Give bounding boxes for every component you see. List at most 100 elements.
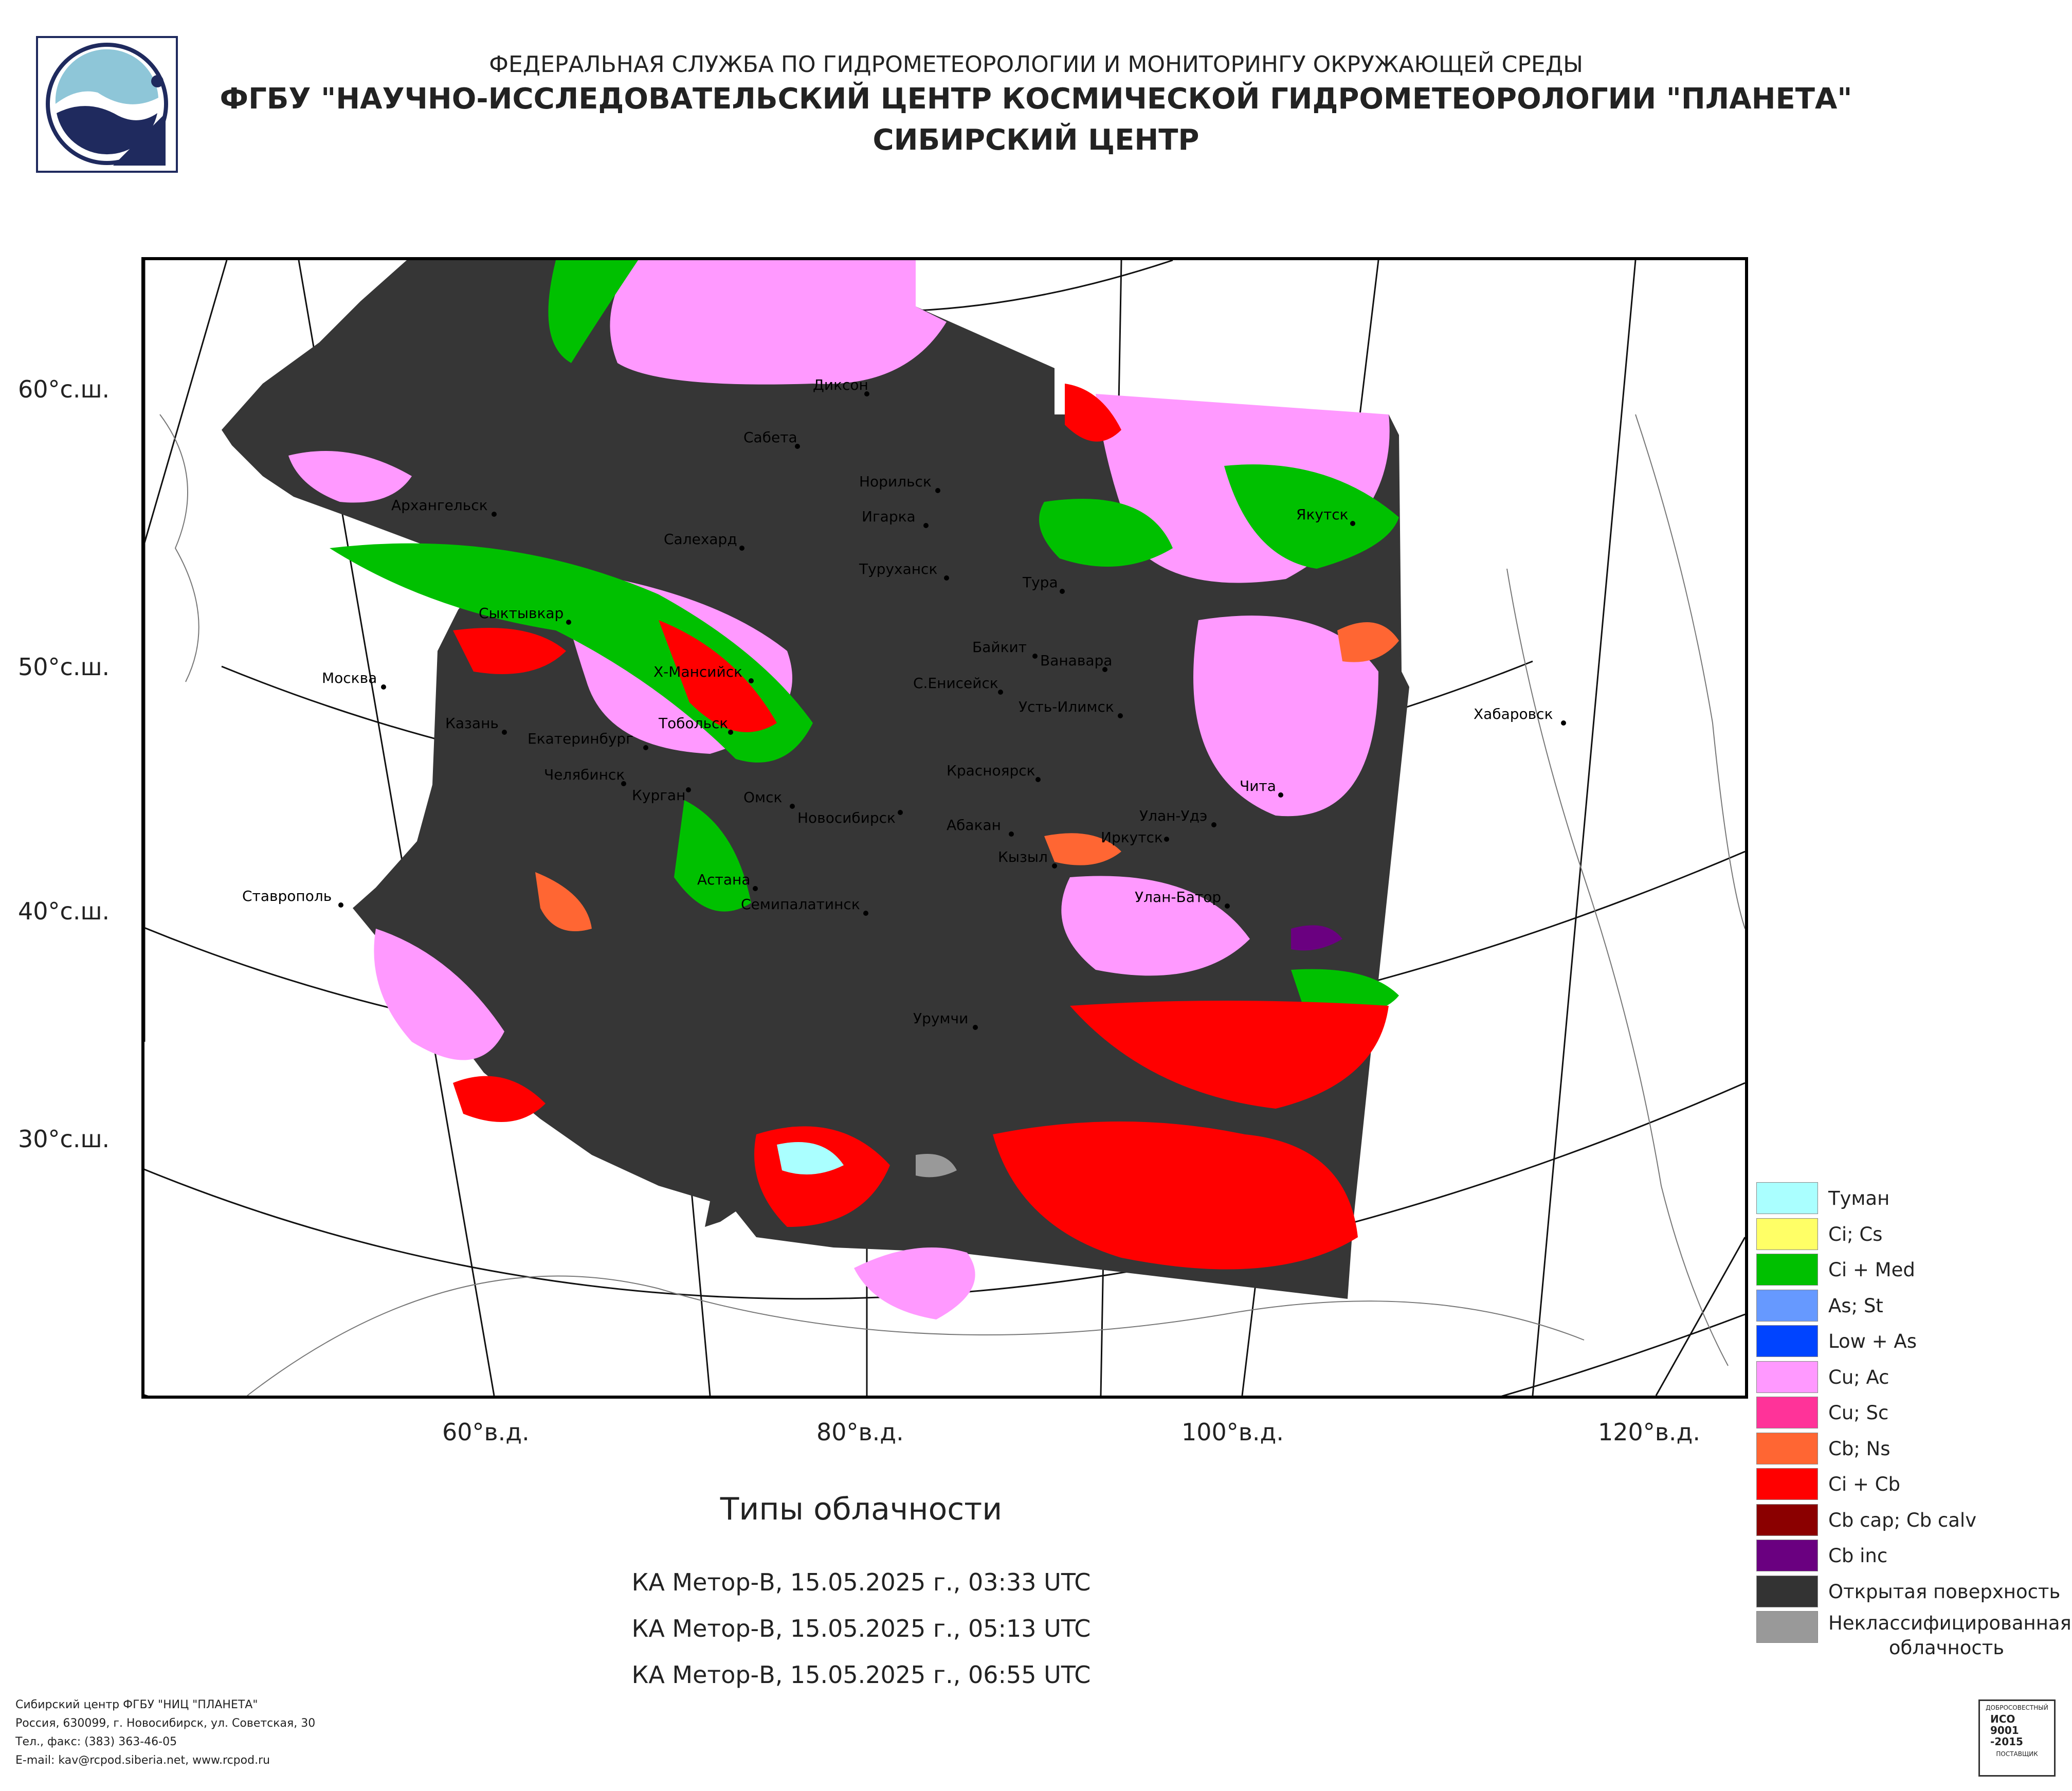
region-cu-ac-1 (610, 260, 947, 385)
svg-text:Хабаровск: Хабаровск (1474, 705, 1553, 722)
city-krasnoyarsk: Красноярск (947, 762, 1041, 782)
svg-text:Иркутск: Иркутск (1101, 829, 1163, 846)
svg-text:Курган: Курган (632, 787, 685, 804)
legend-label: Low + As (1828, 1330, 1917, 1352)
region-cb-inc (1291, 925, 1342, 951)
svg-text:Туруханск: Туруханск (859, 560, 937, 577)
lat-label-60: 60°с.ш. (18, 375, 110, 403)
city-ulan-ude: Улан-Удэ (1139, 807, 1216, 827)
legend-label: As; St (1828, 1294, 1883, 1317)
city-markers: Диксон Сабета Норильск Игарка Архангельс… (242, 376, 1566, 1030)
footer-address: Россия, 630099, г. Новосибирск, ул. Сове… (15, 1717, 316, 1730)
region-cu-ac-5 (288, 451, 412, 503)
city-tobolsk: Тобольск (658, 715, 733, 735)
planeta-logo (36, 36, 178, 173)
legend-label: Ci; Cs (1828, 1223, 1883, 1245)
legend-swatch (1756, 1254, 1818, 1286)
city-salekhard: Салехард (664, 531, 744, 551)
footer-phone: Тел., факс: (383) 363-46-05 (15, 1735, 177, 1748)
svg-text:Салехард: Салехард (664, 531, 737, 548)
iso-l2: 9001 (1990, 1724, 2019, 1736)
coastline-pacific (1635, 414, 1745, 929)
svg-text:Абакан: Абакан (947, 817, 1001, 834)
legend-swatch (1756, 1540, 1818, 1571)
legend-label: Cb inc (1828, 1545, 1888, 1567)
city-kazan: Казань (445, 715, 507, 735)
legend-label: Cb; Ns (1828, 1437, 1891, 1460)
region-ci-med-1 (548, 260, 638, 363)
city-arkhangelsk: Архангельск (391, 497, 497, 517)
legend-swatch (1756, 1575, 1818, 1607)
product-title: Типы облачности (720, 1491, 1003, 1527)
legend-swatch (1756, 1218, 1818, 1250)
coastline-west (159, 414, 199, 682)
city-moscow: Москва (322, 670, 386, 690)
cloud-type-map: Диксон Сабета Норильск Игарка Архангельс… (141, 257, 1748, 1399)
city-sabeta: Сабета (743, 429, 800, 449)
city-novosibirsk: Новосибирск (797, 809, 903, 826)
city-chita: Чита (1240, 777, 1283, 798)
legend-swatch (1756, 1361, 1818, 1393)
svg-text:Тобольск: Тобольск (658, 715, 728, 732)
city-semipalatinsk: Семипалатинск (741, 896, 868, 916)
region-cb-ns-2 (1337, 622, 1399, 662)
city-baykit: Байкит (972, 639, 1038, 659)
svg-text:Архангельск: Архангельск (391, 497, 488, 514)
iso-top: ДОБРОСОВЕСТНЫЙ (1986, 1704, 2048, 1711)
svg-text:Ставрополь: Ставрополь (242, 888, 332, 904)
svg-text:Астана: Астана (697, 871, 750, 888)
svg-text:Тура: Тура (1022, 574, 1058, 591)
legend-item-cu-sc: Cu; Sc (1756, 1395, 2065, 1431)
region-fog (777, 1142, 844, 1174)
city-dikson: Диксон (813, 376, 869, 396)
city-kyzyl: Кызыл (998, 848, 1057, 869)
footer-email: E-mail: kav@rcpod.siberia.net, www.rcpod… (15, 1754, 270, 1767)
legend-swatch (1756, 1325, 1818, 1357)
legend-label: Туман (1828, 1187, 1890, 1209)
svg-text:Семипалатинск: Семипалатинск (741, 896, 860, 913)
region-cb-ns-3 (535, 872, 592, 931)
legend-swatch (1756, 1504, 1818, 1536)
svg-text:Х-Мансийск: Х-Мансийск (653, 663, 742, 680)
coastline-east (1506, 568, 1729, 1366)
map-canvas: Диксон Сабета Норильск Игарка Архангельс… (144, 260, 1745, 1396)
legend-item-fog: Туман (1756, 1180, 2065, 1216)
city-chelyabinsk: Челябинск (544, 766, 626, 786)
iso-l1: ИСО (1990, 1713, 2015, 1725)
lat-label-50: 50°с.ш. (18, 653, 110, 681)
city-ulan-bator: Улан-Батор (1135, 889, 1230, 909)
region-ci-med-3 (1224, 464, 1399, 569)
svg-text:Диксон: Диксон (813, 376, 868, 393)
legend-label: Cb cap; Cb calv (1828, 1509, 1977, 1531)
legend-label: Ci + Cb (1828, 1473, 1900, 1495)
city-syktyvkar: Сыктывкар (479, 605, 571, 625)
city-tura: Тура (1022, 574, 1065, 594)
legend-item-ci-cb: Ci + Cb (1756, 1466, 2065, 1502)
svg-text:Урумчи: Урумчи (913, 1010, 968, 1027)
svg-text:Байкит: Байкит (972, 639, 1027, 656)
city-yakutsk: Якутск (1296, 506, 1355, 526)
region-ci-med-4 (1039, 499, 1173, 567)
legend-label: Ci + Med (1828, 1259, 1915, 1281)
lat-label-40: 40°с.ш. (18, 897, 110, 925)
organization-title: ФГБУ "НАУЧНО-ИССЛЕДОВАТЕЛЬСКИЙ ЦЕНТР КОС… (220, 82, 1852, 116)
graticule-lon-120 (1655, 1237, 1745, 1396)
svg-text:Улан-Батор: Улан-Батор (1135, 889, 1221, 906)
satellite-pass-3: КА Метор-В, 15.05.2025 г., 06:55 UTC (631, 1661, 1091, 1689)
city-yekaterinburg: Екатеринбург (528, 730, 648, 750)
city-omsk: Омск (743, 789, 795, 809)
region-ci-cb-2 (659, 620, 777, 732)
legend-swatch (1756, 1611, 1818, 1643)
region-cb-ns-1 (1044, 833, 1121, 865)
svg-text:Чита: Чита (1240, 777, 1276, 794)
legend-swatch (1756, 1289, 1818, 1322)
legend-item-cb-inc: Cb inc (1756, 1537, 2065, 1573)
city-ust-ilimsk: Усть-Илимск (1019, 698, 1123, 718)
legend-item-as-st: As; St (1756, 1288, 2065, 1324)
region-ci-cb-1 (453, 628, 566, 674)
graticule-lat-30 (144, 1313, 1745, 1396)
city-irkutsk: Иркутск (1101, 829, 1169, 846)
city-khabarovsk: Хабаровск (1474, 705, 1566, 726)
footer-org: Сибирский центр ФГБУ "НИЦ "ПЛАНЕТА" (15, 1698, 258, 1711)
border-south (247, 1275, 1585, 1396)
